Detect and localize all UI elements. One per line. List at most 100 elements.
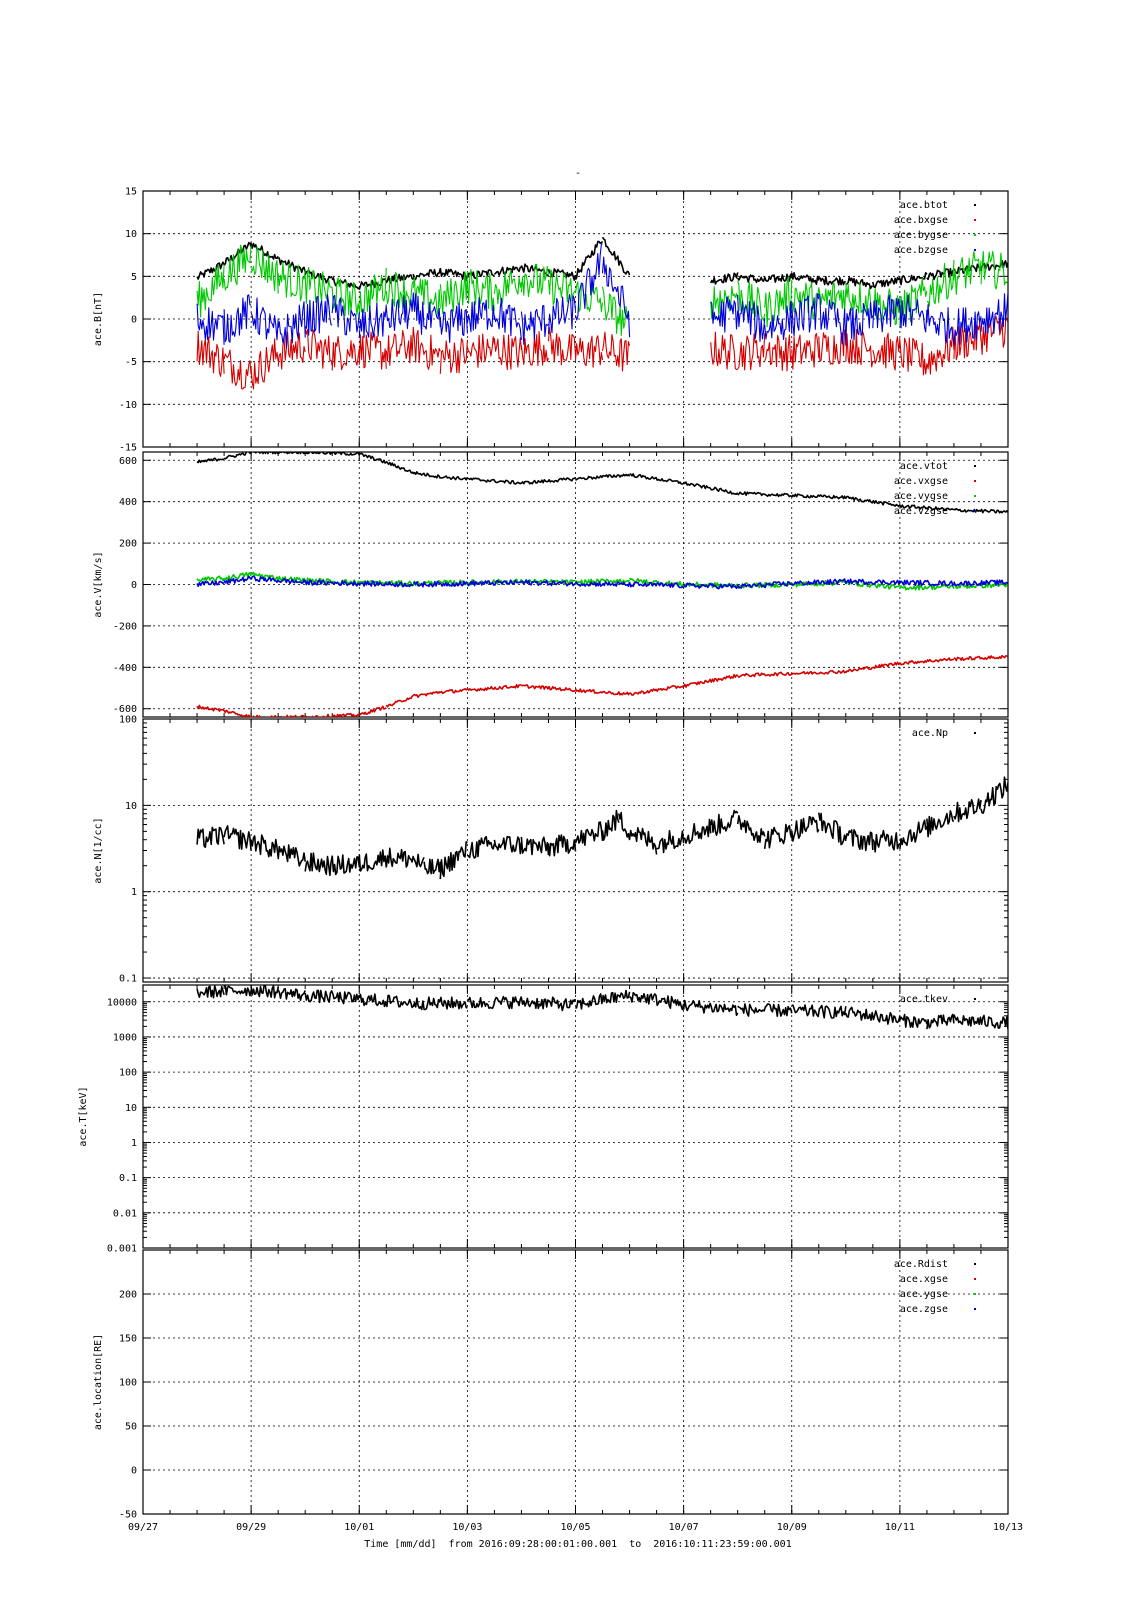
- series-vygse: [196, 571, 1008, 591]
- series-bxgse: [196, 316, 1008, 390]
- legend-label: ace.Rdist: [894, 1259, 948, 1270]
- plot-frame: [142, 451, 1009, 718]
- legend-marker: [974, 465, 976, 467]
- y-tick-label: 10: [125, 801, 137, 812]
- series-vzgse: [196, 575, 1008, 590]
- y-tick-label: 600: [119, 456, 137, 467]
- y-tick-label: -50: [119, 1510, 137, 1521]
- legend-marker: [974, 1278, 976, 1280]
- y-tick-label: 0: [131, 1466, 137, 1477]
- series-group: [196, 985, 1008, 1030]
- legend-label: ace.bygse: [894, 230, 948, 241]
- y-tick-label: 400: [119, 497, 137, 508]
- y-tick-label: 0: [131, 580, 137, 591]
- y-tick-label: 150: [119, 1334, 137, 1345]
- series-tkev: [196, 985, 1008, 1030]
- legend-label: ace.vxgse: [894, 476, 948, 487]
- legend-marker: [974, 495, 976, 497]
- y-tick-label: 100: [119, 1378, 137, 1389]
- legend-label: ace.ygse: [900, 1289, 948, 1300]
- legend: ace.vtot ace.vxgse ace.vygse ace.vzgse: [894, 461, 976, 517]
- series-vtot: [196, 452, 1008, 514]
- panel-2: -600 -400 -200 0 200 400 600 ace.V[km/s] ace.vto…: [93, 451, 1009, 718]
- y-tick-label: -15: [119, 443, 137, 454]
- y-tick-label: 15: [125, 187, 137, 198]
- y-tick-label: -400: [113, 663, 137, 674]
- y-tick-label: -600: [113, 704, 137, 715]
- y-tick-label: 50: [125, 1422, 137, 1433]
- y-axis-label: ace.location[RE]: [93, 1334, 104, 1430]
- legend-label: ace.Np: [912, 728, 948, 739]
- y-tick-label: 100: [119, 1068, 137, 1079]
- legend-label: ace.zgse: [900, 1304, 948, 1315]
- legend: ace.btot ace.bxgse ace.bygse ace.bzgse: [894, 200, 976, 256]
- legend-marker: [974, 732, 976, 734]
- x-tick-label: 10/07: [669, 1522, 699, 1533]
- plot-frame: [142, 718, 1009, 983]
- y-tick-label: 10: [125, 229, 137, 240]
- y-tick-label: 0: [131, 315, 137, 326]
- panel-1: -15 -10 -5 0 5 10 15 ace.B[nT] ace.btot ace.bxgse…: [93, 187, 1009, 454]
- y-axis-label: ace.T[keV]: [78, 1086, 89, 1146]
- y-axis-label: ace.V[km/s]: [93, 551, 104, 617]
- y-tick-label: 0.1: [119, 974, 137, 985]
- series-btot: [196, 236, 1008, 291]
- series-group: [196, 236, 1008, 390]
- series-Np: [196, 776, 1008, 880]
- y-tick-label: 1000: [113, 1032, 137, 1043]
- legend-label: ace.vzgse: [894, 506, 948, 517]
- series-bygse: [196, 244, 1008, 337]
- x-tick-label: 10/11: [885, 1522, 915, 1533]
- legend-marker: [974, 1308, 976, 1310]
- x-tick-labels: 09/27 09/29 10/01 10/03 10/05 10/07 10/09 10/11…: [128, 1522, 1023, 1533]
- panels: -15-10-5051015ace.B[nT]ace.btotace.bxgse…: [78, 187, 1023, 1534]
- x-tick-label: 10/01: [344, 1522, 374, 1533]
- y-tick-label: 1: [131, 887, 137, 898]
- legend: ace.tkev: [900, 994, 976, 1005]
- y-tick-label: 100: [119, 715, 137, 726]
- legend-label: ace.tkev: [900, 994, 948, 1005]
- legend-label: ace.bxgse: [894, 215, 948, 226]
- panel-3: 0.1 1 10 100 ace.N[1/cc] ace.Np: [93, 715, 1009, 985]
- legend: ace.Rdist ace.xgse ace.ygse ace.zgse: [894, 1259, 976, 1315]
- x-tick-label: 10/05: [560, 1522, 590, 1533]
- panel-4: 0.001 0.01 0.1 1 10 100 1000 10000 ace.T[keV] ace…: [78, 984, 1009, 1255]
- y-tick-label: 200: [119, 1290, 137, 1301]
- series-group: [196, 452, 1008, 717]
- y-axis-label: ace.B[nT]: [93, 292, 104, 346]
- plot-frame: [142, 190, 1009, 448]
- y-tick-label: 0.001: [107, 1244, 137, 1255]
- legend-marker: [974, 219, 976, 221]
- legend: ace.Np: [912, 728, 976, 739]
- y-tick-label: -5: [125, 357, 137, 368]
- legend-marker: [974, 234, 976, 236]
- plot-frame: [142, 984, 1009, 1249]
- legend-label: ace.xgse: [900, 1274, 948, 1285]
- legend-marker: [974, 480, 976, 482]
- legend-marker: [974, 1293, 976, 1295]
- y-tick-label: 200: [119, 539, 137, 550]
- y-axis-label: ace.N[1/cc]: [93, 817, 104, 883]
- legend-label: ace.btot: [900, 200, 948, 211]
- y-tick-label: 0.1: [119, 1173, 137, 1184]
- legend-marker: [974, 204, 976, 206]
- y-tick-label: -10: [119, 400, 137, 411]
- x-tick-label: 09/29: [236, 1522, 266, 1533]
- panel-5: -50 0 50 100 150 200 ace.location[RE] ace.Rdist…: [93, 1249, 1009, 1521]
- y-tick-label: -200: [113, 621, 137, 632]
- series-group: [196, 776, 1008, 880]
- legend-label: ace.vygse: [894, 491, 948, 502]
- legend-marker: [974, 510, 976, 512]
- y-tick-label: 10000: [107, 997, 137, 1008]
- x-tick-label: 09/27: [128, 1522, 158, 1533]
- x-tick-label: 10/13: [993, 1522, 1023, 1533]
- x-tick-label: 10/03: [452, 1522, 482, 1533]
- legend-label: ace.vtot: [900, 461, 948, 472]
- y-tick-label: 10: [125, 1103, 137, 1114]
- legend-marker: [974, 249, 976, 251]
- figure-title: -: [575, 168, 581, 179]
- plot-frame: [142, 1249, 1009, 1515]
- x-axis-label: Time [mm/dd] from 2016:09:28:00:01:00.00…: [364, 1539, 791, 1550]
- series-bzgse: [196, 243, 1008, 349]
